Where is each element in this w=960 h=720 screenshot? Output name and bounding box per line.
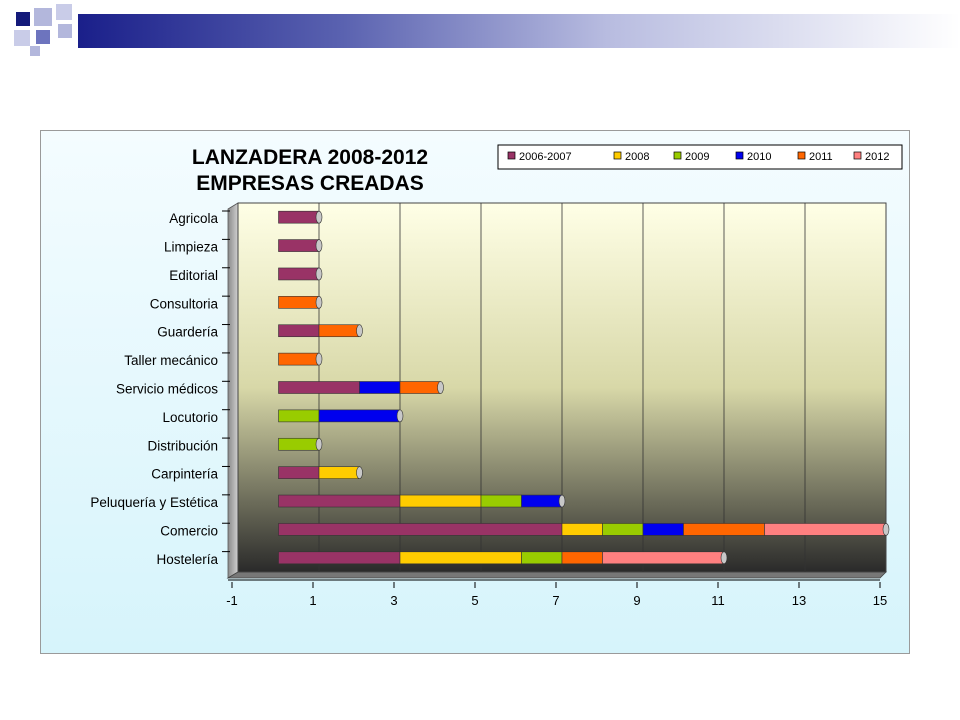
bar-segment xyxy=(278,494,401,508)
slide-header-bar xyxy=(78,14,960,48)
bar-segment xyxy=(278,210,320,224)
bar-segment xyxy=(399,381,441,394)
category-label: Guardería xyxy=(157,325,218,340)
chart-title-line2: EMPRESAS CREADAS xyxy=(196,172,424,195)
bar-segment xyxy=(278,523,563,536)
legend-box xyxy=(497,144,903,170)
bar-end-cap xyxy=(437,381,444,394)
x-tick-label: 9 xyxy=(633,593,640,608)
legend-label: 2006-2007 xyxy=(519,151,572,163)
x-tick-label: -1 xyxy=(226,593,238,608)
corner-square-light xyxy=(34,8,52,26)
bar-end-cap xyxy=(315,352,323,366)
bar-segment xyxy=(642,523,684,536)
bar-segment xyxy=(278,267,320,281)
bar-segment xyxy=(278,296,320,309)
legend-swatch xyxy=(797,151,806,160)
category-label: Distribución xyxy=(147,438,218,453)
x-tick-label: 13 xyxy=(792,593,806,608)
bar-segment xyxy=(278,437,320,451)
bar-end-cap xyxy=(315,267,323,281)
bar-segment xyxy=(683,523,765,536)
x-tick-label: 5 xyxy=(471,593,478,608)
category-label: Agricola xyxy=(169,211,218,226)
category-label: Carpintería xyxy=(151,467,218,482)
x-tick-label: 1 xyxy=(309,593,316,608)
corner-square-light xyxy=(56,4,72,20)
bar-segment xyxy=(602,523,644,536)
category-label: Comercio xyxy=(160,523,218,538)
category-label: Hostelería xyxy=(156,552,218,567)
legend-swatch xyxy=(853,151,862,160)
plot-floor xyxy=(226,571,887,579)
bar-segment xyxy=(480,494,522,508)
legend-swatch xyxy=(735,151,744,160)
bars xyxy=(278,210,890,565)
x-tick-label: 7 xyxy=(552,593,559,608)
legend-label: 2012 xyxy=(865,151,889,163)
x-tick-label: 3 xyxy=(390,593,397,608)
corner-square-mid xyxy=(36,30,50,44)
chart-title: LANZADERA 2008-2012 EMPRESAS CREADAS xyxy=(192,146,428,195)
bar-segment xyxy=(521,494,563,508)
legend-label: 2009 xyxy=(685,151,709,163)
bar-segment xyxy=(561,523,603,536)
bar-segment xyxy=(318,409,401,423)
bar-segment xyxy=(278,352,320,366)
x-tick-label: 15 xyxy=(873,593,887,608)
corner-square-light xyxy=(58,24,72,38)
category-label: Locutorio xyxy=(162,410,218,425)
legend-label: 2011 xyxy=(809,151,833,163)
bar-end-cap xyxy=(882,523,890,536)
bar-end-cap xyxy=(558,494,566,508)
bar-end-cap xyxy=(356,324,363,338)
corner-square-light xyxy=(14,30,30,46)
bar-segment xyxy=(318,466,360,479)
bar-segment xyxy=(278,409,320,423)
bar-segment xyxy=(602,551,725,565)
corner-square-dark xyxy=(16,12,30,26)
legend-label: 2010 xyxy=(747,151,771,163)
bar-end-cap xyxy=(315,210,323,224)
bar-end-cap xyxy=(315,239,323,252)
plot-area xyxy=(226,202,887,579)
bar-segment xyxy=(521,551,563,565)
category-label: Servicio médicos xyxy=(116,382,218,397)
bar-segment xyxy=(399,551,522,565)
category-label: Peluquería y Estética xyxy=(90,495,218,510)
bar-end-cap xyxy=(315,437,323,451)
legend-swatch xyxy=(673,151,682,160)
corner-square-light xyxy=(30,46,40,56)
bar-end-cap xyxy=(356,466,363,479)
bar-segment xyxy=(399,494,482,508)
chart-title-line1: LANZADERA 2008-2012 xyxy=(192,146,428,169)
legend: 2006-2007 2008 2009 2010 2011 2012 xyxy=(497,144,903,170)
x-tick-label: 11 xyxy=(711,593,725,608)
legend-swatch xyxy=(613,151,622,160)
bar-segment xyxy=(278,239,320,252)
bar-segment xyxy=(318,324,360,338)
legend-label: 2008 xyxy=(625,151,649,163)
plot-side-wall xyxy=(227,202,239,579)
category-label: Taller mecánico xyxy=(124,353,218,368)
category-label: Editorial xyxy=(169,268,218,283)
bar-segment xyxy=(278,551,401,565)
bar-end-cap xyxy=(315,296,323,309)
legend-swatch xyxy=(507,151,516,160)
bar-segment xyxy=(278,381,360,394)
bar-segment xyxy=(278,466,320,479)
bar-segment xyxy=(764,523,887,536)
x-axis-ticks: -1 1 3 5 7 9 11 13 15 xyxy=(226,579,887,608)
category-label: Limpieza xyxy=(164,240,219,255)
bar-segment xyxy=(359,381,401,394)
category-labels: Agricola Limpieza Editorial Consultoria Guar… xyxy=(90,210,230,567)
category-label: Consultoria xyxy=(150,296,219,311)
bar-segment xyxy=(561,551,603,565)
bar-segment xyxy=(278,324,320,338)
bar-end-cap xyxy=(396,409,404,423)
bar-end-cap xyxy=(720,551,728,565)
